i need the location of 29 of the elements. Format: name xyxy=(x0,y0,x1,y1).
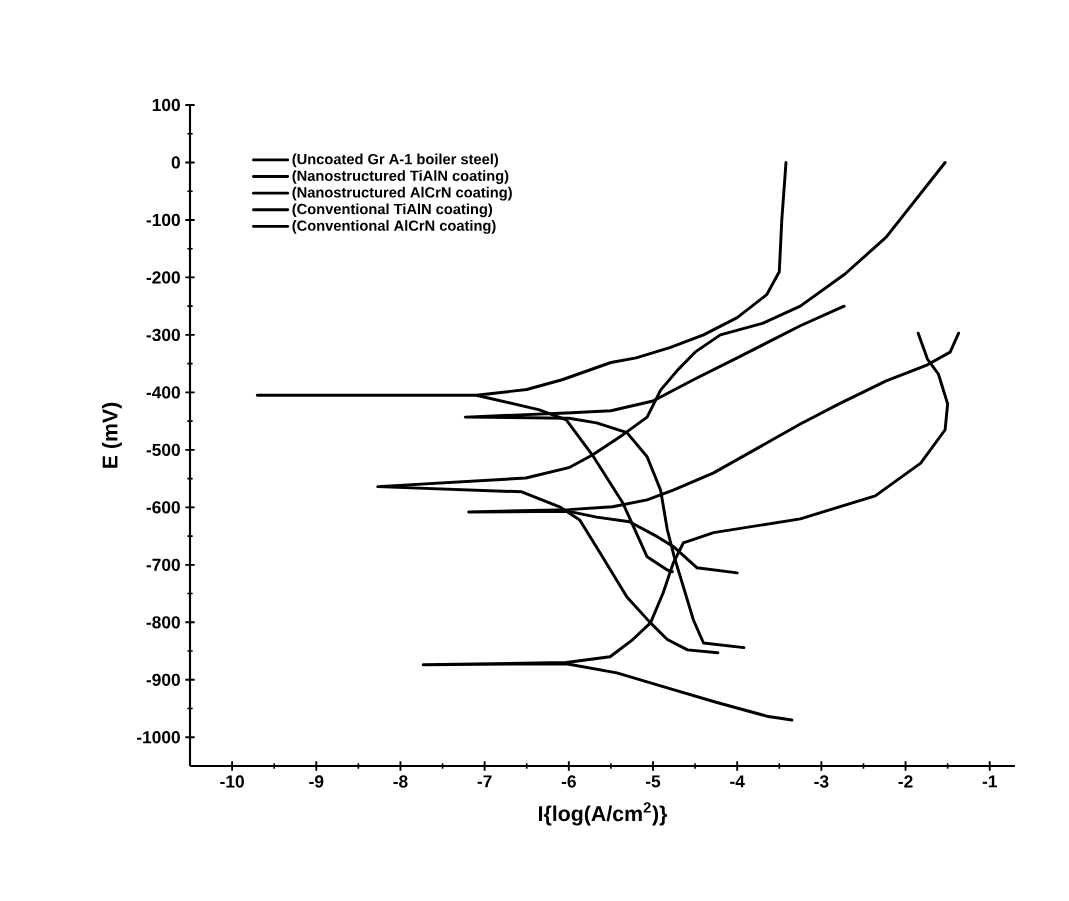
y-tick-label: 0 xyxy=(171,156,180,169)
y-axis-title: E (mV) xyxy=(101,402,122,468)
x-tick-label: -6 xyxy=(561,775,576,788)
y-tick-label: -700 xyxy=(146,558,180,571)
legend-label: (Conventional TiAlN coating) xyxy=(292,203,493,218)
y-tick-label: -800 xyxy=(146,616,180,629)
x-tick-label: -5 xyxy=(645,775,661,788)
x-tick-label: -7 xyxy=(477,775,492,788)
x-tick-label: -2 xyxy=(898,775,913,788)
x-axis-title: I{log(A/cm$^{2}$)} xyxy=(538,802,668,826)
x-tick-label: -4 xyxy=(730,775,745,788)
x-tick-label: -1 xyxy=(982,775,997,788)
y-tick-label: -400 xyxy=(146,386,180,399)
legend-label: (Conventional AlCrN coating) xyxy=(292,220,496,234)
x-tick-label: -3 xyxy=(814,775,829,788)
x-tick-label: -8 xyxy=(393,775,408,788)
x-tick-label: -9 xyxy=(309,775,324,788)
y-tick-label: -100 xyxy=(146,213,180,227)
y-tick-label: -200 xyxy=(146,271,180,284)
legend-label: (Nanostructured AlCrN coating) xyxy=(292,186,512,201)
x-tick-label: -10 xyxy=(220,775,244,788)
y-tick-label: -300 xyxy=(146,328,180,342)
y-tick-label: -500 xyxy=(146,443,180,456)
y-tick-label: -1000 xyxy=(136,731,180,744)
legend-label: (Uncoated Gr A-1 boiler steel) xyxy=(292,153,499,168)
y-tick-label: -600 xyxy=(146,501,180,514)
y-tick-label: -900 xyxy=(146,673,180,686)
y-tick-label: 100 xyxy=(152,98,180,112)
legend-label: (Nanostructured TiAlN coating) xyxy=(292,170,509,184)
